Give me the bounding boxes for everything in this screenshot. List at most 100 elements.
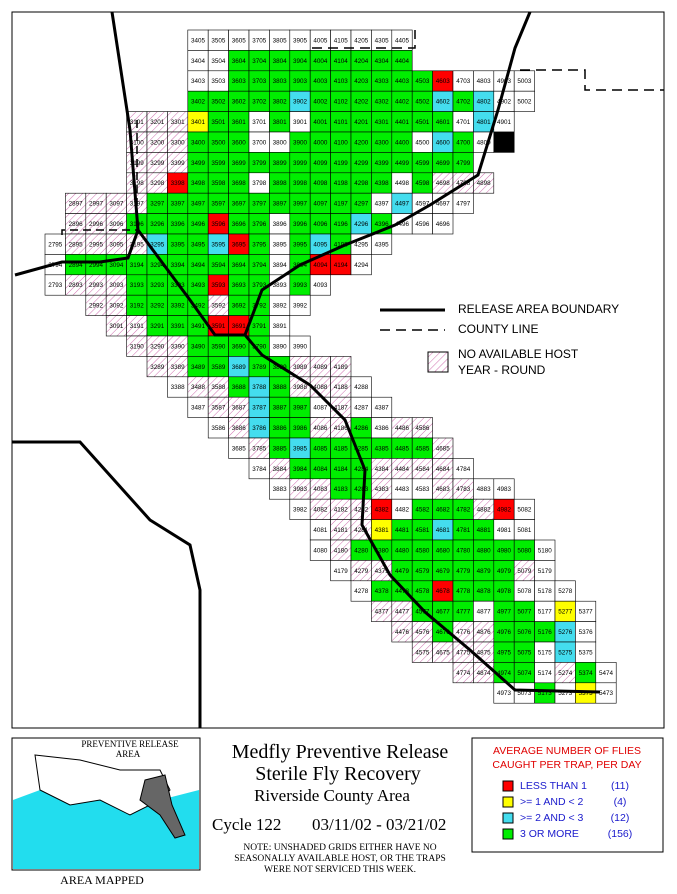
grid-label: 3491 — [191, 323, 206, 330]
grid-label: 3688 — [232, 384, 247, 391]
grid-label: 4204 — [354, 58, 369, 65]
legend-swatch — [502, 796, 514, 808]
grid-label: 3299 — [150, 160, 165, 167]
legend-label: RELEASE AREA BOUNDARY — [458, 302, 619, 316]
grid-label: 2894 — [69, 262, 84, 269]
grid-label: 4103 — [334, 78, 349, 85]
grid-label: 3897 — [273, 201, 288, 208]
grid-label: 4083 — [313, 486, 328, 493]
grid-label: 4874 — [477, 670, 492, 677]
grid-label: 3095 — [109, 241, 124, 248]
grid-label: 3397 — [171, 201, 186, 208]
grid-label: 3998 — [293, 180, 308, 187]
grid-label: 4778 — [456, 588, 471, 595]
grid-label: 3705 — [252, 37, 267, 44]
grid-label: 3805 — [273, 37, 288, 44]
grid-label: 5176 — [538, 629, 553, 636]
grid-label: 4585 — [415, 445, 430, 452]
grid-label: 3598 — [211, 180, 226, 187]
grid-label: 4682 — [436, 507, 451, 514]
county-line — [520, 69, 664, 91]
grid-label: 4296 — [354, 221, 369, 228]
grid-label: 4698 — [436, 180, 451, 187]
grid-label: 4679 — [436, 568, 451, 575]
grid-label: 3986 — [293, 425, 308, 432]
grid-label: 4378 — [375, 588, 390, 595]
grid-label: 4684 — [436, 466, 451, 473]
grid-label: 4402 — [395, 99, 410, 106]
grid-label: 4201 — [354, 119, 369, 126]
grid-label: 4278 — [354, 588, 369, 595]
grid-label: 3489 — [191, 364, 206, 371]
grid-label: 4089 — [313, 364, 328, 371]
grid-label: 3602 — [232, 99, 247, 106]
grid-label: 3597 — [211, 201, 226, 208]
grid-label: 3499 — [191, 160, 206, 167]
grid-label: 3497 — [191, 201, 206, 208]
grid-label: 4082 — [313, 507, 328, 514]
grid-label: 4678 — [436, 588, 451, 595]
grid-label: 3398 — [171, 180, 186, 187]
grid-label: 3289 — [150, 364, 165, 371]
grid-label: 3490 — [191, 343, 206, 350]
grid-label: 4301 — [375, 119, 390, 126]
grid-label: 4196 — [334, 221, 349, 228]
grid-label: 4200 — [354, 139, 369, 146]
grid-label: 4297 — [354, 201, 369, 208]
grid-label: 5177 — [538, 609, 553, 616]
grid-label: 4882 — [477, 507, 492, 514]
grid-label: 3891 — [273, 323, 288, 330]
grid-label: 4380 — [375, 547, 390, 554]
legend-title: CAUGHT PER TRAP, PER DAY — [492, 759, 641, 771]
grid-cell — [513, 90, 535, 112]
grid-label: 3802 — [273, 99, 288, 106]
legend-swatch — [502, 812, 514, 824]
release-boundary — [14, 11, 140, 277]
grid-label: 4482 — [395, 507, 410, 514]
grid-label: 3894 — [273, 262, 288, 269]
grid-label: 4977 — [497, 609, 512, 616]
grid-label: 3395 — [171, 241, 186, 248]
grid-label: 3797 — [252, 201, 267, 208]
release-boundary — [243, 11, 601, 694]
grid-label: 3200 — [150, 139, 165, 146]
grid-label: 3796 — [252, 221, 267, 228]
grid-label: 4281 — [354, 527, 369, 534]
grid-label: 3603 — [232, 78, 247, 85]
release-boundary — [136, 229, 245, 337]
grid-label: 4879 — [477, 568, 492, 575]
grid-label: 4875 — [477, 649, 492, 656]
grid-label: 4479 — [395, 568, 410, 575]
grid-label: 3392 — [171, 303, 186, 310]
grid-label: 3883 — [273, 486, 288, 493]
grid-label: 3396 — [171, 221, 186, 228]
inset-title: AREA — [116, 749, 141, 759]
grid-label: 3900 — [293, 139, 308, 146]
grid-label: 4576 — [415, 629, 430, 636]
grid-label: 4880 — [477, 547, 492, 554]
grid-label: 3995 — [293, 241, 308, 248]
grid-label: 4298 — [354, 180, 369, 187]
grid-label: 4983 — [497, 486, 512, 493]
grid-label: 4774 — [456, 670, 471, 677]
grid-label: 2793 — [48, 282, 63, 289]
grid-label: 4586 — [415, 425, 430, 432]
grid-label: 4499 — [395, 160, 410, 167]
grid-label: 4775 — [456, 649, 471, 656]
grid-label: 4097 — [313, 201, 328, 208]
legend-count: (11) — [611, 780, 629, 792]
grid-label: 4288 — [354, 384, 369, 391]
grid-label: 3493 — [191, 282, 206, 289]
grid-label: 4477 — [395, 609, 410, 616]
grid-label: 3494 — [191, 262, 206, 269]
grid-label: 4002 — [313, 99, 328, 106]
grid-label: 3093 — [109, 282, 124, 289]
grid-label: 4700 — [456, 139, 471, 146]
grid-label: 4603 — [436, 78, 451, 85]
cycle: Cycle 122 — [212, 815, 281, 834]
grid-label: 3704 — [252, 58, 267, 65]
grid-label: 4085 — [313, 445, 328, 452]
grid-label: 3692 — [232, 303, 247, 310]
grid-label: 3989 — [293, 364, 308, 371]
grid-label: 4381 — [375, 527, 390, 534]
